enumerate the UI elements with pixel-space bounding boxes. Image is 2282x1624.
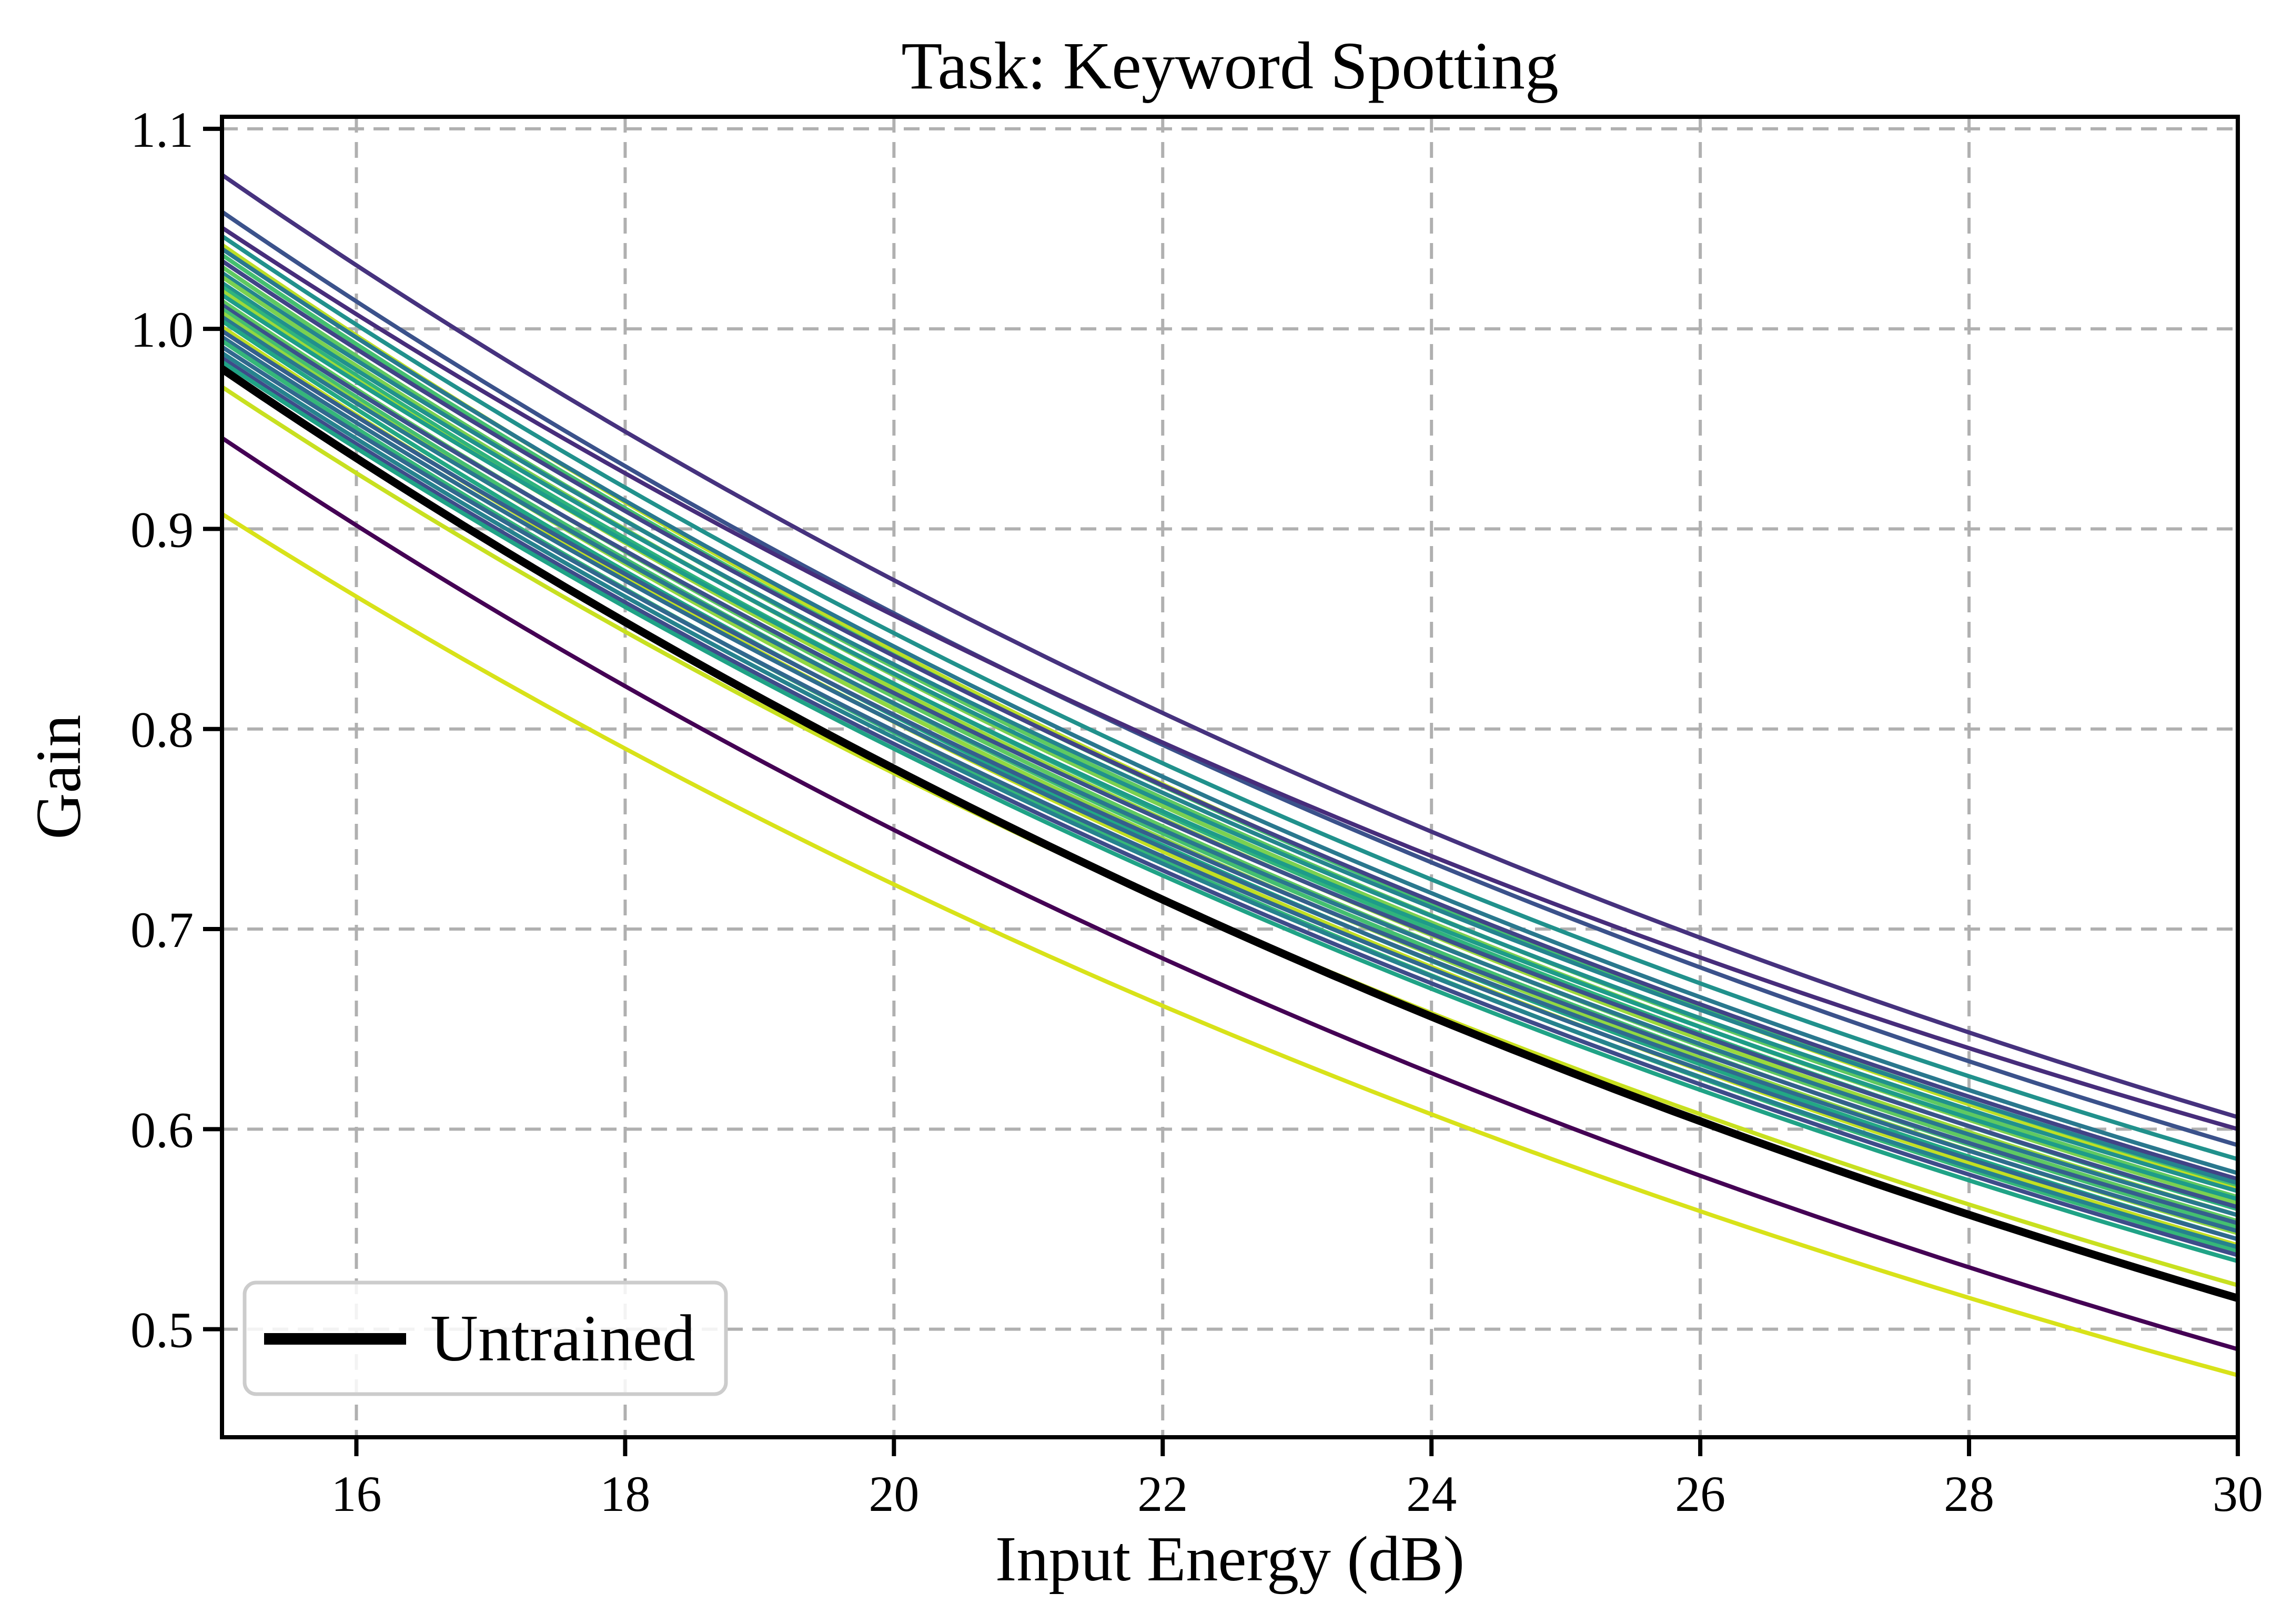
gain-curve xyxy=(222,329,2238,1225)
x-tick-label: 24 xyxy=(1406,1466,1457,1522)
gain-curve xyxy=(222,345,2238,1242)
gain-curve xyxy=(222,271,2238,1185)
gain-curve xyxy=(222,173,2238,1119)
curve-bundle xyxy=(222,173,2238,1377)
x-tick-label: 16 xyxy=(331,1466,381,1522)
legend-box xyxy=(243,1280,728,1396)
gain-curve xyxy=(222,335,2238,1234)
x-tick-label: 28 xyxy=(1944,1466,1994,1522)
gain-curve xyxy=(222,253,2238,1187)
gain-curve xyxy=(222,281,2238,1194)
y-tick-label: 0.6 xyxy=(130,1102,194,1158)
tick-labels: 16 18 20 22 24 26 28 30 1.1 1.0 0.9 0.8 0.7 0.6 0.5 xyxy=(130,102,2263,1522)
gain-curve xyxy=(222,512,2238,1377)
gain-curve xyxy=(222,299,2238,1224)
gain-curve xyxy=(222,351,2238,1249)
y-tick-label: 1.1 xyxy=(130,102,194,158)
y-tick-label: 0.9 xyxy=(130,501,194,558)
gain-curve xyxy=(222,234,2238,1162)
tick-marks xyxy=(203,126,2240,1456)
y-axis-label: Gain xyxy=(23,714,94,839)
gain-curve xyxy=(222,315,2238,1217)
x-tick-label: 20 xyxy=(869,1466,919,1522)
axes-frame xyxy=(220,115,2240,1439)
gain-curve xyxy=(222,285,2238,1212)
legend: Untrained xyxy=(243,1280,728,1396)
x-axis-label: Input Energy (dB) xyxy=(995,1524,1465,1595)
gain-curve xyxy=(222,360,2238,1264)
gain-curve xyxy=(222,210,2238,1147)
gain-curve xyxy=(222,247,2238,1175)
y-tick-label: 0.7 xyxy=(130,902,194,958)
y-tick-label: 0.8 xyxy=(130,702,194,758)
y-tick-label: 0.5 xyxy=(130,1302,194,1358)
untrained-curve xyxy=(222,365,2238,1302)
gain-curve xyxy=(222,303,2238,1209)
y-tick-label: 1.0 xyxy=(130,301,194,358)
chart-title: Task: Keyword Spotting xyxy=(901,28,1559,103)
x-tick-label: 26 xyxy=(1675,1466,1725,1522)
gain-curve xyxy=(222,293,2238,1202)
x-tick-label: 18 xyxy=(600,1466,650,1522)
gain-curve xyxy=(222,356,2238,1257)
gain-curve xyxy=(222,226,2238,1132)
legend-label: Untrained xyxy=(430,1302,695,1375)
gain-curve xyxy=(222,259,2238,1182)
x-tick-label: 22 xyxy=(1137,1466,1188,1522)
gain-curve xyxy=(222,436,2238,1351)
gain-curve xyxy=(222,243,2238,1192)
x-tick-label: 30 xyxy=(2213,1466,2263,1522)
